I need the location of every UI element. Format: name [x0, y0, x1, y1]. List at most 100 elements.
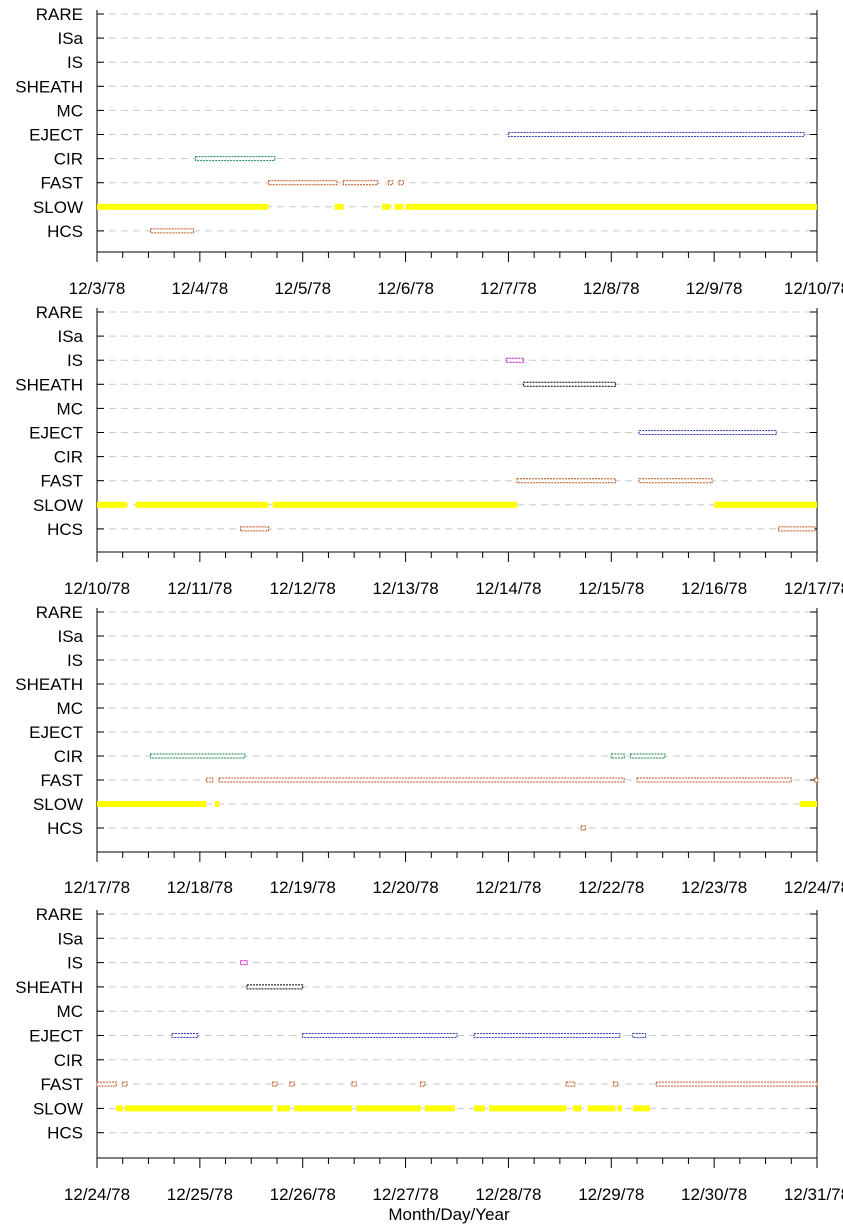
y-tick-label-eject: EJECT [29, 1027, 83, 1046]
interval-cir [150, 753, 246, 759]
interval-slow [272, 501, 517, 508]
x-tick-label: 12/20/78 [372, 878, 438, 897]
x-tick-label: 12/24/78 [784, 878, 843, 897]
x-tick-label: 12/12/78 [270, 579, 336, 598]
x-tick-label: 12/26/78 [270, 1185, 336, 1204]
y-tick-label-cir: CIR [54, 448, 83, 467]
interval-slow [214, 801, 220, 807]
y-tick-label-eject: EJECT [29, 723, 83, 742]
interval-slow [97, 203, 269, 210]
y-tick-label-sheath: SHEATH [15, 978, 83, 997]
interval-fast [638, 478, 713, 484]
timeline-panel-3: RARE ISa IS SHEATH MC EJECT CIR FAST SLOW HCS 12/1… [15, 603, 843, 897]
interval-hcs [150, 228, 194, 234]
interval-sheath [522, 381, 617, 387]
y-tick-label-sheath: SHEATH [15, 675, 83, 694]
y-tick-label-hcs: HCS [47, 520, 83, 539]
interval-slow [97, 501, 127, 508]
interval-fast [267, 180, 338, 186]
y-tick-label-mc: MC [57, 1002, 83, 1021]
interval-is [240, 960, 248, 966]
interval-eject [507, 132, 805, 137]
interval-eject [632, 1033, 647, 1038]
interval-fast [96, 1081, 117, 1087]
interval-slow [135, 501, 269, 508]
x-tick-label: 12/11/78 [167, 579, 232, 598]
y-tick-label-fast: FAST [40, 771, 83, 790]
interval-slow [405, 203, 817, 210]
y-tick-label-is: IS [67, 954, 83, 973]
y-tick-label-hcs: HCS [47, 819, 83, 838]
interval-slow [294, 1105, 352, 1112]
x-tick-label: 12/27/78 [372, 1185, 438, 1204]
x-tick-label: 12/30/78 [681, 1185, 747, 1204]
interval-eject [302, 1033, 458, 1038]
interval-fast [205, 777, 214, 783]
interval-slow [632, 1105, 650, 1112]
interval-hcs [777, 526, 816, 532]
y-tick-label-cir: CIR [54, 150, 83, 169]
interval-slow [277, 1105, 290, 1112]
interval-fast [655, 1081, 818, 1087]
y-tick-label-mc: MC [57, 399, 83, 418]
y-tick-label-mc: MC [57, 699, 83, 718]
interval-hcs [240, 526, 269, 532]
interval-slow [799, 801, 817, 807]
x-tick-label: 12/14/78 [475, 579, 541, 598]
interval-fast [636, 777, 792, 783]
interval-eject [638, 430, 777, 435]
interval-fast [516, 478, 617, 484]
interval-cir [610, 753, 625, 759]
interval-is [505, 357, 524, 363]
y-tick-label-cir: CIR [54, 747, 83, 766]
x-tick-label: 12/5/78 [274, 279, 331, 298]
y-tick-label-cir: CIR [54, 1051, 83, 1070]
x-tick-label: 12/8/78 [583, 279, 640, 298]
y-tick-label-hcs: HCS [47, 222, 83, 241]
x-tick-label: 12/22/78 [578, 878, 644, 897]
interval-slow [356, 1105, 421, 1112]
interval-slow [124, 1105, 273, 1112]
y-tick-label-slow: SLOW [33, 1099, 83, 1118]
y-tick-label-sheath: SHEATH [15, 77, 83, 96]
interval-slow [474, 1105, 485, 1112]
x-tick-label: 12/24/78 [64, 1185, 130, 1204]
interval-slow [617, 1105, 622, 1112]
y-tick-label-eject: EJECT [29, 126, 83, 145]
interval-slow [382, 203, 391, 210]
x-tick-label: 12/16/78 [681, 579, 747, 598]
y-tick-label-fast: FAST [40, 174, 83, 193]
x-tick-label: 12/4/78 [171, 279, 228, 298]
y-tick-label-fast: FAST [40, 1075, 83, 1094]
x-tick-label: 12/28/78 [475, 1185, 541, 1204]
y-tick-label-is: IS [67, 651, 83, 670]
interval-fast [814, 777, 819, 783]
interval-fast [122, 1081, 128, 1087]
y-tick-label-isa: ISa [57, 929, 83, 948]
interval-fast [289, 1081, 295, 1087]
y-tick-label-rare: RARE [36, 603, 83, 622]
x-tick-label: 12/6/78 [377, 279, 434, 298]
interval-slow [587, 1105, 616, 1112]
y-tick-label-rare: RARE [36, 905, 83, 924]
interval-fast [420, 1081, 426, 1087]
y-tick-label-isa: ISa [57, 627, 83, 646]
interval-fast [272, 1081, 278, 1087]
x-tick-label: 12/13/78 [372, 579, 438, 598]
interval-fast [398, 180, 404, 186]
interval-hcs [580, 825, 587, 831]
interval-cir [630, 753, 666, 759]
interval-slow [714, 501, 817, 508]
y-tick-label-fast: FAST [40, 472, 83, 491]
y-tick-label-slow: SLOW [33, 795, 83, 814]
x-tick-label: 12/9/78 [686, 279, 743, 298]
interval-slow [424, 1105, 455, 1112]
x-axis-title: Month/Day/Year [388, 1205, 510, 1224]
interval-slow [97, 801, 207, 807]
y-tick-label-sheath: SHEATH [15, 375, 83, 394]
y-tick-label-rare: RARE [36, 5, 83, 24]
interval-slow [572, 1105, 582, 1112]
x-tick-label: 12/21/78 [475, 878, 541, 897]
interval-fast [565, 1081, 576, 1087]
